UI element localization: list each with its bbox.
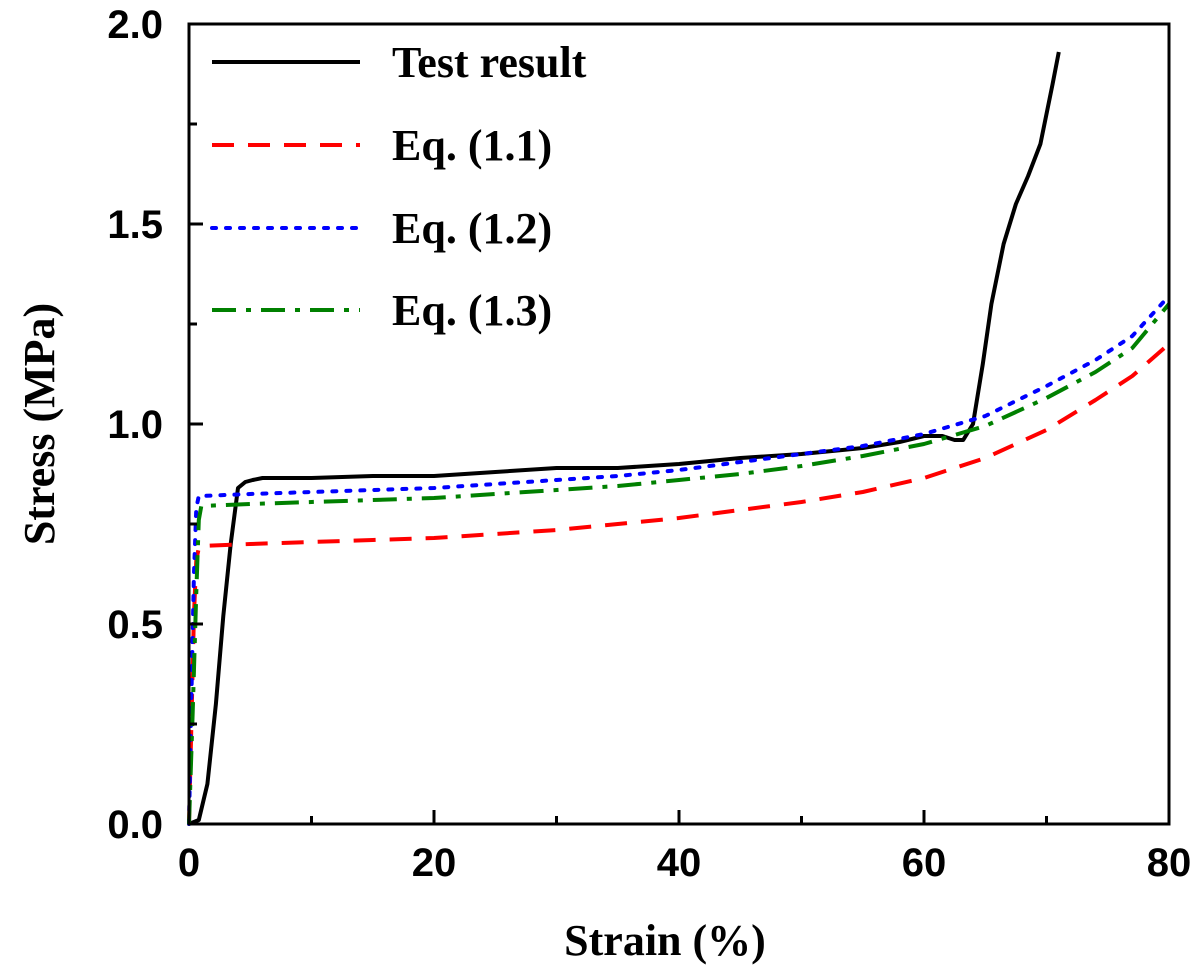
series-line-3 (187, 302, 1171, 825)
legend-label-2: Eq. (1.2) (392, 204, 552, 253)
y-tick-label: 2.0 (107, 3, 163, 47)
y-axis-label: Stress (MPa) (15, 303, 64, 545)
legend-label-0: Test result (392, 38, 587, 87)
y-tick-label: 0.5 (107, 603, 163, 647)
series-line-2 (187, 294, 1171, 826)
legend: Test result Eq. (1.1) Eq. (1.2) Eq. (1.3) (210, 38, 587, 335)
x-tick-label: 80 (1147, 841, 1192, 885)
y-tick-label: 1.5 (107, 203, 163, 247)
legend-label-1: Eq. (1.1) (392, 121, 552, 170)
legend-label-3: Eq. (1.3) (392, 286, 552, 335)
x-tick-label: 0 (178, 841, 200, 885)
plot-lines (187, 51, 1171, 826)
y-tick-label: 1.0 (107, 403, 163, 447)
x-tick-label: 40 (657, 841, 702, 885)
x-tick-label: 20 (412, 841, 457, 885)
series-line-0 (188, 51, 1061, 826)
y-tick-label: 0.0 (107, 803, 163, 847)
x-axis-label: Strain (%) (564, 916, 766, 965)
series-line-1 (187, 342, 1171, 825)
x-tick-label: 60 (902, 841, 947, 885)
axis-ticks: 0 20 40 60 80 0.0 0.5 1.0 1.5 2.0 (107, 3, 1191, 885)
